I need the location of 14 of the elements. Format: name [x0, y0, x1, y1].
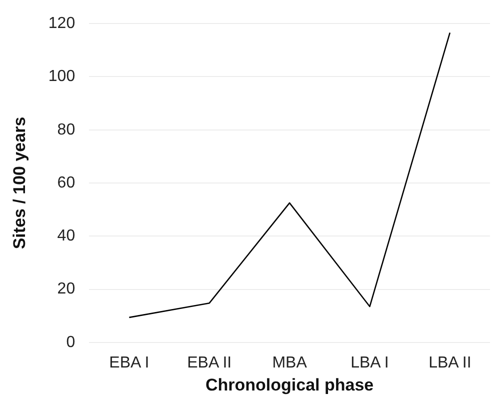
- x-tick-label: LBA I: [350, 354, 389, 372]
- y-tick-label: 100: [48, 68, 76, 86]
- y-tick-label: 120: [48, 15, 76, 32]
- x-tick-label: MBA: [272, 354, 308, 372]
- x-axis-title: Chronological phase: [205, 375, 374, 394]
- x-tick-label: EBA II: [187, 354, 232, 372]
- y-tick-label: 20: [57, 280, 76, 298]
- y-tick-label: 0: [66, 334, 76, 351]
- y-tick-label: 40: [57, 228, 76, 245]
- x-tick-label: EBA I: [109, 354, 150, 372]
- y-axis-title: Sites / 100 years: [10, 116, 29, 250]
- y-tick-label: 80: [57, 121, 76, 138]
- x-tick-label: LBA II: [428, 354, 472, 372]
- y-tick-label: 60: [57, 174, 76, 192]
